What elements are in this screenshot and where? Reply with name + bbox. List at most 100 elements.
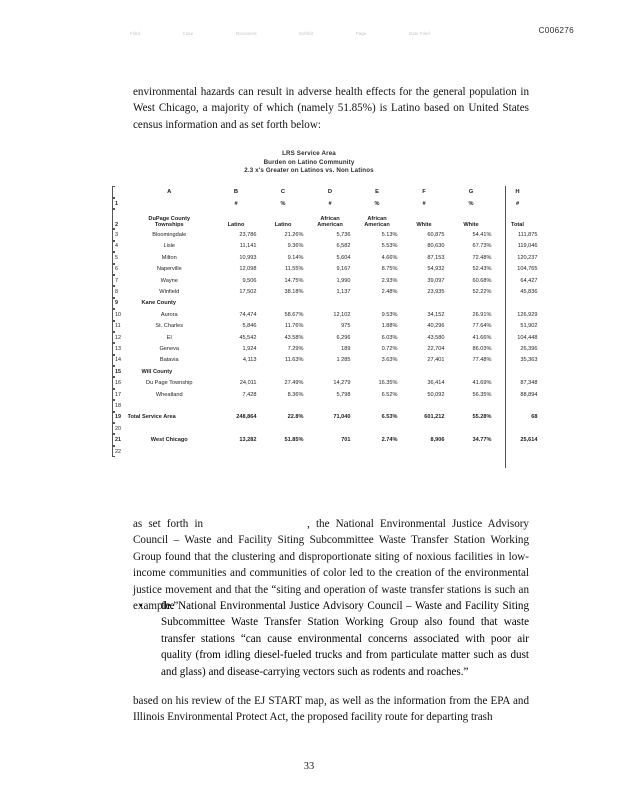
header-aa-count-line-2: American [317,221,343,228]
table-row: 22 [112,445,540,458]
cell-african-american-percent: 16.35% [378,380,398,387]
cell-african-american-percent: 0.72% [381,345,398,352]
cell-latino-count: 23,786 [239,232,257,239]
cell-white-percent: 55.28% [472,414,492,421]
cell-white-percent: 41.69% [472,380,492,387]
table-row: 14 Batavia 4,113 11.63% 1 285 3.63% 27,401 77.4… [112,354,540,367]
cell-white-count: 34,152 [427,311,445,318]
cell-african-american-percent: 2.48% [381,289,398,296]
cell-total [494,366,540,377]
table-row: 7 Wayne 9,506 14.75% 1,990 2.93% 39,097 60.68% 6… [112,274,540,287]
cell-white-count: 36,414 [427,380,445,387]
cell-latino-percent: 7.29% [287,345,304,352]
cell-african-american-count: 6,582 [336,243,351,250]
header-aa-percent-symbol: % [374,200,380,207]
cell-geography: Du Page Township [145,380,193,387]
cell-latino-count: 1,924 [242,345,257,352]
cell-latino-percent: 11.55% [284,266,304,273]
cell-white-count: 87,153 [427,254,445,261]
cell-white-percent [447,446,494,457]
header-fragment-4: Exhibit [299,30,314,36]
col-letter-blank [112,186,128,198]
table-row: 5 Milton 10,993 9.14% 5,604 4.66% 87,153 72.48%… [112,252,540,264]
cell-african-american-percent: 5.53% [381,243,398,250]
row-number: 16 [112,377,128,389]
cell-latino-percent: 11.76% [284,323,304,330]
header-geography-line-2: Townships [154,221,184,228]
table-column-letters-row: A B C D E F G H [112,186,540,198]
cell-white-count [400,400,447,411]
cell-african-american-count: 5,798 [336,391,351,398]
cell-geography: Kane County [141,300,177,307]
cell-latino-percent: 8.36% [287,391,304,398]
cell-white-percent [447,298,494,309]
table-row: 10 Aurora 74,474 58.67% 12,102 9.53% 34,152 26.… [112,309,540,321]
cell-african-american-count: 6,296 [336,334,351,341]
cell-african-american-percent [353,400,400,411]
cell-african-american-count [306,366,353,377]
cell-white-count: 60,875 [427,232,445,239]
bates-number: C006276 [538,26,574,35]
table-row: 4 Lisle 11,141 9.36% 6,582 5.53% 80,630 67.73% 1… [112,240,540,253]
cell-african-american-percent [353,298,400,309]
cell-latino-percent: 38.18% [284,289,304,296]
header-total-label: Total [511,222,524,229]
table-row: 3 Bloomingdale 23,786 21.26% 5,736 5.13% 60,87… [112,229,540,241]
cell-african-american-percent [353,366,400,377]
col-letter-e: E [375,189,379,195]
bullet-list: • the National Environmental Justice Adv… [133,598,529,680]
header-geography-label: DuPage County Townships [128,209,212,229]
cell-african-american-percent: 8.75% [381,266,398,273]
col-letter-a: A [167,189,172,195]
header-latino-count-label: Latino [227,222,245,229]
cell-african-american-count: 975 [341,323,351,330]
row-number: 22 [112,445,128,458]
row-number: 20 [112,423,128,435]
cell-geography: Naperville [156,266,182,273]
cell-latino-percent: 51.85% [284,437,304,444]
row-number: 7 [112,274,128,287]
cell-white-percent: 72.48% [472,254,492,261]
table-row: 17 Wheatland 7,428 8.36% 5,798 6.52% 50,092 56.… [112,388,540,401]
cell-african-american-count: 1 285 [336,357,351,364]
cell-latino-count [212,400,259,411]
col-letter-d: D [327,189,333,195]
col-letter-f: F [422,189,426,195]
cell-african-american-count [306,446,353,457]
cell-latino-percent: 58.67% [284,311,304,318]
table-row: 20 [112,423,540,435]
cell-geography: Milton [161,254,177,261]
paragraph-middle-prefix: as set forth in [133,518,204,530]
demographics-table: A B C D E F G H 1 # % # % # % [112,186,538,458]
table-row: 13 Geneva 1,924 7.29% 189 0.72% 22,704 86.03% 26… [112,343,540,355]
cell-african-american-count [306,400,353,411]
cell-latino-count: 12,098 [239,266,257,273]
cell-latino-count [212,446,259,457]
cell-african-american-count: 12,102 [333,311,351,318]
cell-african-american-count [306,298,353,309]
table-row: 6 Naperville 12,098 11.55% 9,167 8.75% 54,932 5… [112,263,540,275]
bullet-text: the National Environmental Justice Advis… [161,600,529,678]
cell-total: 35,363 [520,357,538,364]
header-geography-line-1: DuPage County [148,215,191,222]
row-number: 9 [112,297,128,310]
table-header-row-2: 2 DuPage County Townships Latino Latino … [112,209,540,230]
cell-latino-count: 24,011 [239,380,257,387]
table-row: 11 St. Charles 5,846 11.76% 975 1.88% 40,296 77… [112,320,540,332]
row-number: 13 [112,343,128,355]
cell-white-count [400,298,447,309]
table-row: 15 Will County [112,366,540,378]
cell-african-american-percent: 6.03% [381,334,398,341]
row-number: 11 [112,320,128,332]
cell-white-percent: 54.41% [472,232,492,239]
table-title-line-1: LRS Service Area [282,150,336,157]
cell-african-american-percent: 1.88% [381,323,398,330]
cell-total: 88,894 [520,391,538,398]
cell-white-percent [447,400,494,411]
cell-african-american-percent: 2.93% [381,277,398,284]
cell-geography: Wheatland [155,391,183,398]
cell-geography: Batavia [159,357,179,364]
cell-latino-count: 11,141 [239,243,257,250]
row-number: 12 [112,331,128,344]
